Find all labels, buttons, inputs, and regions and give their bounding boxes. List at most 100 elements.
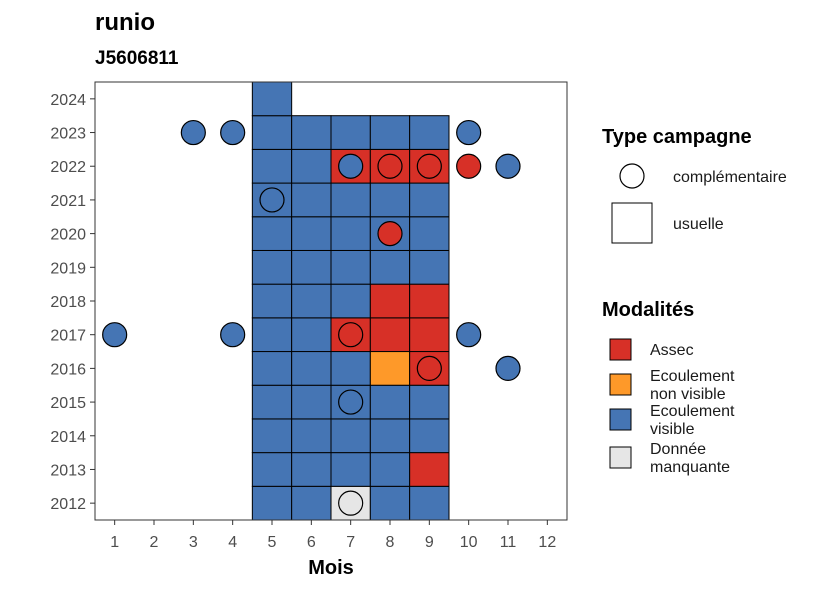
cell-2020-6 (291, 216, 332, 251)
cell-2020-9 (409, 216, 450, 251)
cell-2022-5 (251, 148, 293, 184)
y-tick-label: 2020 (50, 227, 86, 244)
cell-2015-8 (369, 384, 411, 420)
cell-2018-7 (330, 283, 371, 319)
cell-2016-5 (251, 351, 293, 386)
cell-2016-7 (330, 351, 371, 386)
cell-2016-6 (291, 351, 332, 386)
cell-2020-7 (330, 216, 371, 251)
legend-donn-e-manquante-key (609, 446, 632, 469)
cell-2017-8 (369, 317, 411, 353)
point-2012-7 (338, 490, 364, 516)
x-tick-label: 11 (500, 534, 517, 551)
x-axis-title: Mois (308, 557, 354, 579)
cell-2013-8 (369, 452, 411, 487)
point-2022-11 (495, 153, 521, 179)
cell-2014-7 (330, 418, 371, 454)
cell-2014-5 (251, 418, 293, 454)
point-2022-8 (377, 153, 403, 179)
cell-2019-6 (291, 249, 332, 285)
y-tick-label: 2013 (50, 462, 86, 479)
x-tick-label: 2 (150, 534, 159, 551)
legend-type-title: Type campagne (602, 126, 752, 148)
x-tick-label: 12 (538, 534, 556, 551)
point-2017-7 (338, 322, 364, 348)
cell-2017-5 (251, 317, 293, 353)
cell-2021-8 (369, 182, 411, 218)
y-tick-label: 2012 (50, 496, 86, 513)
chart-subtitle: J5606811 (95, 48, 179, 69)
cell-2018-5 (251, 283, 293, 319)
x-tick-label: 6 (307, 534, 316, 551)
point-2020-8 (377, 221, 403, 247)
x-tick-label: 5 (268, 534, 277, 551)
cell-2012-8 (369, 485, 411, 521)
cell-2021-7 (330, 182, 371, 218)
cell-2019-9 (409, 249, 450, 285)
point-2017-10 (456, 322, 482, 348)
cell-2014-6 (291, 418, 332, 454)
cell-2017-6 (291, 317, 332, 353)
cell-2013-6 (291, 452, 332, 487)
legend-complementaire-key (619, 163, 645, 189)
cell-2017-9 (409, 317, 450, 353)
y-tick-label: 2023 (50, 126, 86, 143)
x-axis: 1 2 3 4 5 6 7 8 9 10 11 12 (110, 520, 556, 551)
cell-2020-5 (251, 216, 293, 251)
y-tick-label: 2024 (50, 92, 86, 109)
legend-usuelle-key (611, 202, 653, 244)
legend-ecoulement-visible-key (609, 408, 632, 431)
cell-2019-8 (369, 249, 411, 285)
cell-2012-9 (409, 485, 450, 521)
point-2023-3 (180, 119, 206, 146)
legend-modalites-title: Modalités (602, 299, 694, 321)
legend-assec-key (609, 338, 632, 361)
legend-assec-label: Assec (650, 342, 694, 359)
point-2023-4 (220, 119, 246, 146)
legend-ecoulement-non-visible-label: Ecoulement non visible (650, 368, 735, 403)
cell-2013-9 (409, 452, 450, 487)
y-tick-label: 2016 (50, 361, 86, 378)
cell-2019-7 (330, 249, 371, 285)
usuelle-cells (251, 81, 450, 521)
point-2016-11 (495, 355, 521, 381)
chart-title: runio (95, 9, 155, 36)
point-2016-9 (416, 355, 442, 381)
legend-type: complémentaire usuelle (611, 163, 787, 244)
legend-compl-mentaire-label: complémentaire (673, 169, 787, 186)
cell-2023-9 (409, 115, 450, 150)
y-axis: 2012 2013 2014 2015 2016 2017 2018 2019 2020 2021… (50, 92, 95, 513)
cell-2019-5 (251, 249, 293, 285)
complementaire-points (102, 119, 521, 516)
cell-2012-5 (251, 485, 293, 521)
cell-2013-5 (251, 452, 293, 487)
point-2015-7 (338, 389, 364, 415)
cell-2023-7 (330, 115, 371, 150)
x-tick-label: 10 (460, 534, 478, 551)
y-tick-label: 2022 (50, 159, 86, 176)
cell-2023-5 (251, 115, 293, 150)
y-tick-label: 2021 (50, 193, 86, 210)
point-2022-9 (416, 153, 442, 179)
y-tick-label: 2019 (50, 260, 86, 277)
x-tick-label: 1 (110, 534, 119, 551)
cell-2014-9 (409, 418, 450, 454)
legend-usuelle-label: usuelle (673, 216, 724, 233)
x-tick-label: 8 (386, 534, 395, 551)
y-tick-label: 2014 (50, 429, 86, 446)
point-2022-7 (338, 153, 364, 179)
y-tick-label: 2017 (50, 328, 86, 345)
point-2021-5 (259, 187, 285, 213)
cell-2024-5 (251, 81, 293, 117)
cell-2012-6 (291, 485, 332, 521)
cell-2013-7 (330, 452, 371, 487)
legend-ecoulement-visible-label: Ecoulement visible (650, 403, 735, 438)
x-tick-label: 9 (425, 534, 434, 551)
cell-2021-6 (291, 182, 332, 218)
cell-2015-9 (409, 384, 450, 420)
legend-donn-e-manquante-label: Donnée manquante (650, 441, 730, 476)
cell-2015-6 (291, 384, 332, 420)
point-2023-10 (456, 119, 482, 146)
